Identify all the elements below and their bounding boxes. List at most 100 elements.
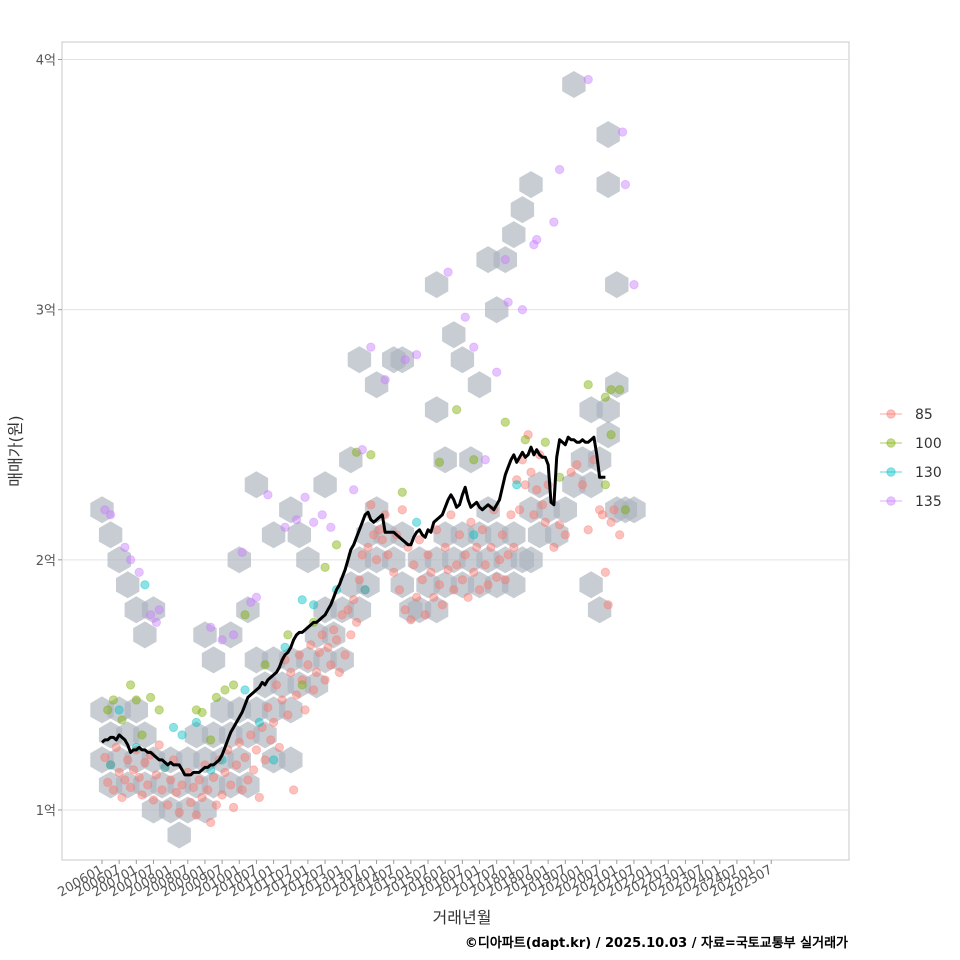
series-130 xyxy=(105,480,522,775)
point-100-10 xyxy=(205,735,216,745)
point-135-28 xyxy=(460,312,470,322)
point-85-36 xyxy=(205,817,216,828)
point-85-132 xyxy=(483,580,493,590)
y-tick-label-0: 1억 xyxy=(36,804,56,819)
point-130-10 xyxy=(240,685,250,695)
y-axis-title: 매매가(원) xyxy=(6,415,25,486)
point-135-36 xyxy=(532,234,542,245)
point-100-6 xyxy=(145,692,156,703)
point-100-37 xyxy=(620,505,631,515)
point-85-106 xyxy=(409,560,419,570)
hexbin-62 xyxy=(390,521,414,549)
scatter-points xyxy=(100,74,639,828)
point-85-76 xyxy=(320,675,330,685)
point-85-59 xyxy=(271,680,282,690)
point-85-67 xyxy=(294,650,305,660)
point-85-82 xyxy=(337,610,347,620)
hexbin-38 xyxy=(253,721,277,749)
point-85-51 xyxy=(248,765,259,775)
point-135-33 xyxy=(503,297,513,307)
point-85-2 xyxy=(108,785,119,795)
point-85-121 xyxy=(451,560,462,570)
point-135-2 xyxy=(120,542,130,553)
point-85-95 xyxy=(374,525,385,535)
hexbin-47 xyxy=(304,671,329,699)
point-100-3 xyxy=(125,680,136,690)
point-100-7 xyxy=(154,705,164,715)
point-85-148 xyxy=(529,510,539,520)
point-100-1 xyxy=(108,695,119,705)
hexbin-9 xyxy=(124,696,148,724)
point-85-49 xyxy=(243,775,253,785)
point-135-38 xyxy=(554,164,565,175)
hexbin-83 xyxy=(502,521,526,549)
hexbin-114 xyxy=(261,521,286,549)
point-100-4 xyxy=(131,695,142,705)
hexbin-55 xyxy=(347,596,372,624)
point-85-58 xyxy=(268,717,279,728)
hexbin-112 xyxy=(236,596,260,624)
point-85-26 xyxy=(174,807,184,818)
hexbin-120 xyxy=(347,346,372,374)
point-85-113 xyxy=(429,592,439,603)
point-85-53 xyxy=(254,792,264,803)
hexbin-113 xyxy=(244,471,269,499)
point-85-13 xyxy=(137,790,147,800)
point-85-107 xyxy=(411,592,422,603)
point-100-5 xyxy=(137,730,147,740)
point-85-102 xyxy=(397,505,407,515)
point-85-38 xyxy=(211,800,222,810)
point-135-40 xyxy=(617,127,628,137)
point-135-34 xyxy=(517,304,528,315)
legend-label-130: 130 xyxy=(915,465,942,481)
y-tick-label-1: 2억 xyxy=(36,554,56,569)
point-130-14 xyxy=(297,595,307,605)
point-85-167 xyxy=(609,505,619,515)
point-135-37 xyxy=(549,217,559,227)
hexbin-50 xyxy=(322,621,346,649)
point-135-35 xyxy=(529,239,539,250)
hexbin-108 xyxy=(193,621,217,649)
point-85-156 xyxy=(560,530,571,540)
point-85-65 xyxy=(288,785,299,795)
legend-key-point-135 xyxy=(886,496,896,506)
hexbin-52 xyxy=(330,646,354,674)
point-85-84 xyxy=(343,605,353,615)
point-100-8 xyxy=(191,705,202,715)
hexbin-127 xyxy=(459,446,483,474)
point-85-68 xyxy=(297,675,307,685)
point-85-54 xyxy=(257,722,267,733)
point-135-7 xyxy=(154,605,164,615)
legend-label-100: 100 xyxy=(915,436,942,452)
point-135-39 xyxy=(583,74,593,85)
point-85-50 xyxy=(246,730,256,740)
point-85-110 xyxy=(420,610,430,620)
hexbin-106 xyxy=(133,621,157,649)
point-85-80 xyxy=(331,635,342,645)
hexbin-43 xyxy=(279,696,303,724)
point-100-24 xyxy=(434,457,445,467)
point-85-75 xyxy=(317,630,327,640)
point-85-27 xyxy=(177,780,187,790)
point-100-21 xyxy=(351,447,362,457)
point-85-162 xyxy=(594,505,605,515)
hexbin-63 xyxy=(390,571,414,599)
point-85-127 xyxy=(469,567,479,578)
hexbin-130 xyxy=(485,296,509,324)
point-85-163 xyxy=(597,510,608,520)
point-130-7 xyxy=(191,717,202,728)
legend-key-point-130 xyxy=(886,467,896,477)
legend-item-135: 135 xyxy=(880,494,942,510)
point-85-125 xyxy=(463,592,473,603)
hexbin-79 xyxy=(476,496,500,524)
point-130-11 xyxy=(254,717,264,728)
point-85-166 xyxy=(606,517,616,527)
point-135-6 xyxy=(151,617,162,628)
hexbin-123 xyxy=(390,346,414,374)
x-axis-title: 거래년월 xyxy=(433,908,492,927)
point-130-5 xyxy=(168,722,179,733)
point-135-41 xyxy=(620,179,631,190)
point-85-77 xyxy=(323,642,333,653)
point-130-18 xyxy=(411,517,422,527)
hexbin-124 xyxy=(424,271,449,299)
